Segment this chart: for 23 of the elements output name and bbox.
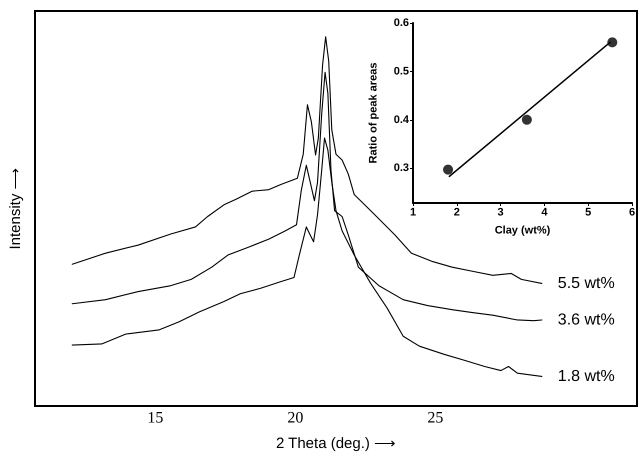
series-label: 3.6 wt% bbox=[558, 311, 615, 328]
x-tick-label: 15 bbox=[147, 410, 164, 426]
series-label: 5.5 wt% bbox=[558, 274, 615, 292]
x-tick-label: 5 bbox=[585, 206, 592, 218]
point bbox=[522, 114, 532, 125]
x-tick-label: 3 bbox=[498, 206, 504, 218]
x-tick-label: 20 bbox=[287, 410, 304, 426]
y-axis-title: Ratio of peak areas bbox=[368, 62, 380, 164]
x-axis-title: Clay (wt%) bbox=[494, 224, 551, 236]
y-tick-label: 0.5 bbox=[394, 65, 409, 78]
x-tick-label: 1 bbox=[410, 206, 416, 218]
point bbox=[607, 37, 618, 48]
x-tick-label: 6 bbox=[628, 206, 636, 218]
x-tick-label: 2 bbox=[454, 206, 460, 218]
y-tick-label: 0.3 bbox=[394, 162, 409, 174]
series-label: 1.8 wt% bbox=[558, 368, 615, 385]
point bbox=[443, 164, 454, 175]
x-tick-label: 4 bbox=[541, 206, 548, 218]
x-axis-title: 2 Theta (deg.) ⟶ bbox=[276, 435, 396, 452]
y-tick-label: 0.4 bbox=[394, 114, 410, 126]
y-axis-title: Intensity ⟶ bbox=[7, 167, 24, 250]
y-tick-label: 0.6 bbox=[394, 17, 409, 29]
x-tick-label: 25 bbox=[427, 410, 444, 426]
